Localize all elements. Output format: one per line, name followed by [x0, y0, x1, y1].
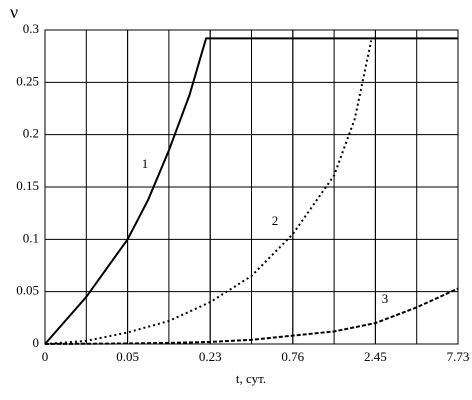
curve-label: 2 — [272, 213, 279, 228]
y-tick-label: 0.3 — [23, 21, 39, 36]
series-line — [44, 287, 459, 345]
x-tick-label: 2.45 — [364, 349, 387, 364]
series-line — [44, 37, 458, 345]
curve-label: 3 — [382, 291, 389, 306]
x-tick-label: 0.23 — [199, 349, 222, 364]
y-tick-label: 0.25 — [16, 73, 39, 88]
x-tick-label: 0.05 — [116, 349, 139, 364]
y-tick-label: 0.1 — [23, 230, 39, 245]
x-tick-label: 7.73 — [447, 349, 470, 364]
y-axis-label: ν — [10, 2, 18, 22]
y-tick-label: 0.2 — [23, 126, 39, 141]
x-tick-label: 0 — [42, 349, 49, 364]
y-tick-label: 0 — [33, 335, 40, 350]
series-line — [44, 40, 373, 345]
y-tick-label: 0.05 — [16, 283, 39, 298]
y-tick-label: 0.15 — [16, 178, 39, 193]
x-tick-label: 0.76 — [281, 349, 304, 364]
curve-label: 1 — [142, 156, 149, 171]
x-axis-label: t, сут. — [236, 371, 266, 386]
